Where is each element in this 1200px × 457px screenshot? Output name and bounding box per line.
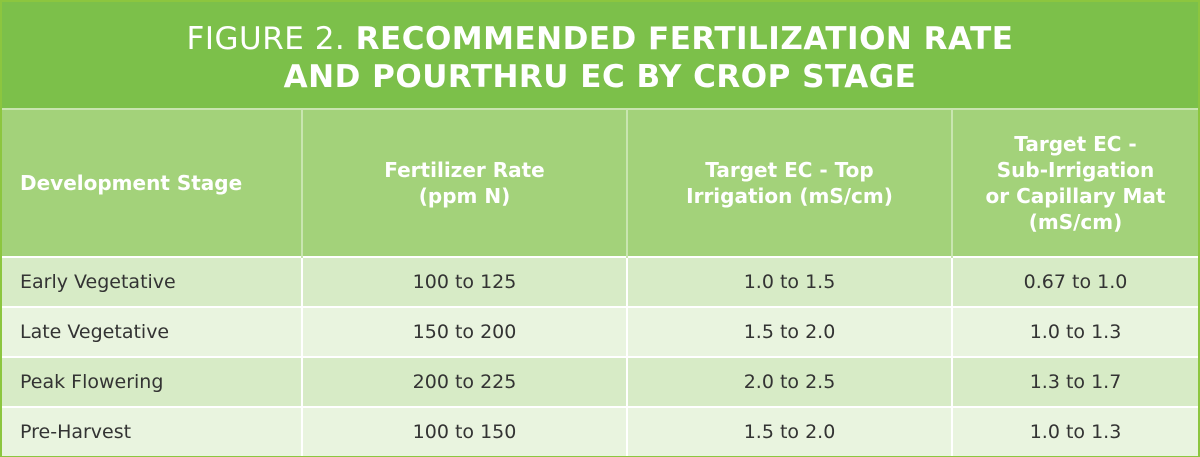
cell-stage: Late Vegetative xyxy=(2,306,303,357)
cell-ec-top: 1.5 to 2.0 xyxy=(627,406,953,456)
table-row: Early Vegetative 100 to 125 1.0 to 1.5 0… xyxy=(2,256,1198,307)
cell-fertilizer-rate: 100 to 125 xyxy=(302,256,628,307)
table-row: Peak Flowering 200 to 225 2.0 to 2.5 1.3… xyxy=(2,356,1198,407)
cell-stage: Early Vegetative xyxy=(2,256,303,307)
cell-stage: Peak Flowering xyxy=(2,356,303,407)
cell-ec-top: 1.5 to 2.0 xyxy=(627,306,953,357)
figure-number: FIGURE 2. xyxy=(186,21,346,57)
figure-title-line2: AND POURTHRU EC BY CROP STAGE xyxy=(283,59,917,95)
figure-title-line1: RECOMMENDED FERTILIZATION RATE xyxy=(355,21,1014,57)
cell-ec-top: 1.0 to 1.5 xyxy=(627,256,953,307)
cell-ec-sub: 1.0 to 1.3 xyxy=(952,306,1198,357)
cell-ec-sub: 1.3 to 1.7 xyxy=(952,356,1198,407)
cell-ec-top: 2.0 to 2.5 xyxy=(627,356,953,407)
table-row: Pre-Harvest 100 to 150 1.5 to 2.0 1.0 to… xyxy=(2,406,1198,456)
header-target-ec-sub: Target EC - Sub-Irrigation or Capillary … xyxy=(952,108,1198,257)
cell-fertilizer-rate: 200 to 225 xyxy=(302,356,628,407)
cell-fertilizer-rate: 100 to 150 xyxy=(302,406,628,456)
fertilization-table: Development Stage Fertilizer Rate (ppm N… xyxy=(2,108,1198,456)
header-target-ec-top: Target EC - Top Irrigation (mS/cm) xyxy=(627,108,953,257)
table-row: Late Vegetative 150 to 200 1.5 to 2.0 1.… xyxy=(2,306,1198,357)
cell-stage: Pre-Harvest xyxy=(2,406,303,456)
header-fertilizer-rate: Fertilizer Rate (ppm N) xyxy=(302,108,628,257)
header-development-stage: Development Stage xyxy=(2,108,303,257)
header-row: Development Stage Fertilizer Rate (ppm N… xyxy=(2,108,1198,257)
cell-fertilizer-rate: 150 to 200 xyxy=(302,306,628,357)
cell-ec-sub: 1.0 to 1.3 xyxy=(952,406,1198,456)
figure-title: FIGURE 2. RECOMMENDED FERTILIZATION RATE… xyxy=(2,2,1198,108)
cell-ec-sub: 0.67 to 1.0 xyxy=(952,256,1198,307)
